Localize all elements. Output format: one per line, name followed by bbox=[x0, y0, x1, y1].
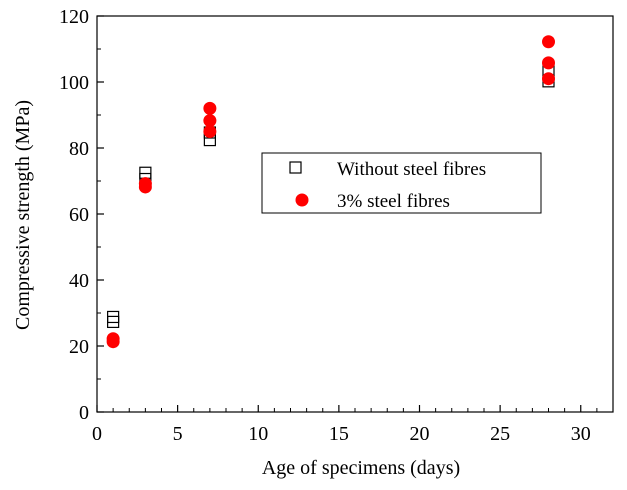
data-marks bbox=[106, 35, 555, 349]
legend: Without steel fibres 3% steel fibres bbox=[261, 152, 542, 214]
legend-box bbox=[261, 152, 542, 214]
y-tick-label: 80 bbox=[69, 138, 89, 160]
data-point-3pct-steel-fibres bbox=[106, 335, 120, 349]
x-tick-label: 25 bbox=[490, 423, 510, 445]
legend-label-3pct-steel-fibres: 3% steel fibres bbox=[337, 191, 450, 212]
x-tick-label: 5 bbox=[173, 423, 183, 445]
data-point-3pct-steel-fibres bbox=[203, 114, 217, 128]
data-point-3pct-steel-fibres bbox=[138, 180, 152, 194]
data-point-without-steel-fibres bbox=[139, 166, 152, 179]
x-tick-label: 10 bbox=[248, 423, 268, 445]
legend-marker-filled-circle bbox=[295, 193, 309, 207]
y-tick-label: 40 bbox=[69, 270, 89, 292]
plot-frame bbox=[96, 15, 614, 413]
y-tick-label: 60 bbox=[69, 204, 89, 226]
data-point-3pct-steel-fibres bbox=[542, 72, 555, 86]
y-axis-label: Compressive strength (MPa) bbox=[12, 100, 34, 330]
x-tick-label: 0 bbox=[92, 423, 102, 445]
data-point-3pct-steel-fibres bbox=[542, 56, 555, 70]
y-tick-label: 20 bbox=[69, 336, 89, 358]
legend-marker-open-square bbox=[289, 161, 302, 174]
data-point-3pct-steel-fibres bbox=[203, 125, 217, 138]
x-tick-label: 30 bbox=[571, 423, 591, 445]
legend-label-without-steel-fibres: Without steel fibres bbox=[337, 159, 486, 180]
y-tick-label: 120 bbox=[59, 6, 89, 28]
y-tick-label: 0 bbox=[79, 402, 89, 424]
x-tick-label: 20 bbox=[410, 423, 430, 445]
data-point-3pct-steel-fibres bbox=[542, 35, 555, 49]
data-point-without-steel-fibres bbox=[107, 315, 120, 329]
y-tick-label: 100 bbox=[59, 72, 89, 94]
x-tick-label: 15 bbox=[329, 423, 349, 445]
x-axis-label: Age of specimens (days) bbox=[262, 457, 460, 479]
axes-group: 0 5 10 15 20 25 30 0 20 40 60 80 100 120 bbox=[59, 6, 614, 445]
data-point-3pct-steel-fibres bbox=[203, 101, 217, 115]
